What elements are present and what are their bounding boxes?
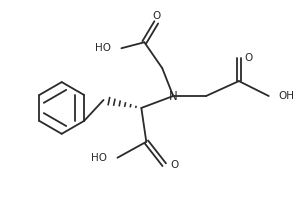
Text: O: O [152, 11, 160, 21]
Text: HO: HO [91, 153, 108, 163]
Text: O: O [245, 53, 253, 63]
Text: HO: HO [95, 43, 111, 53]
Text: OH: OH [279, 91, 295, 101]
Text: N: N [169, 89, 178, 102]
Text: O: O [170, 160, 179, 170]
